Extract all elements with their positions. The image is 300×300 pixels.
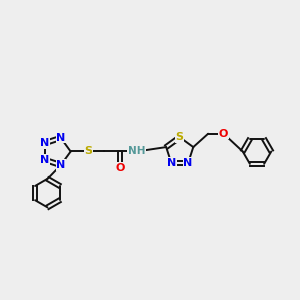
Text: O: O [219,129,228,139]
Text: O: O [116,163,125,173]
Text: N: N [56,160,65,170]
Text: NH: NH [128,146,146,157]
Text: S: S [85,146,92,157]
Text: N: N [184,158,193,168]
Text: N: N [167,158,176,168]
Text: S: S [176,132,184,142]
Text: N: N [56,133,65,143]
Text: N: N [40,155,50,165]
Text: N: N [40,138,50,148]
